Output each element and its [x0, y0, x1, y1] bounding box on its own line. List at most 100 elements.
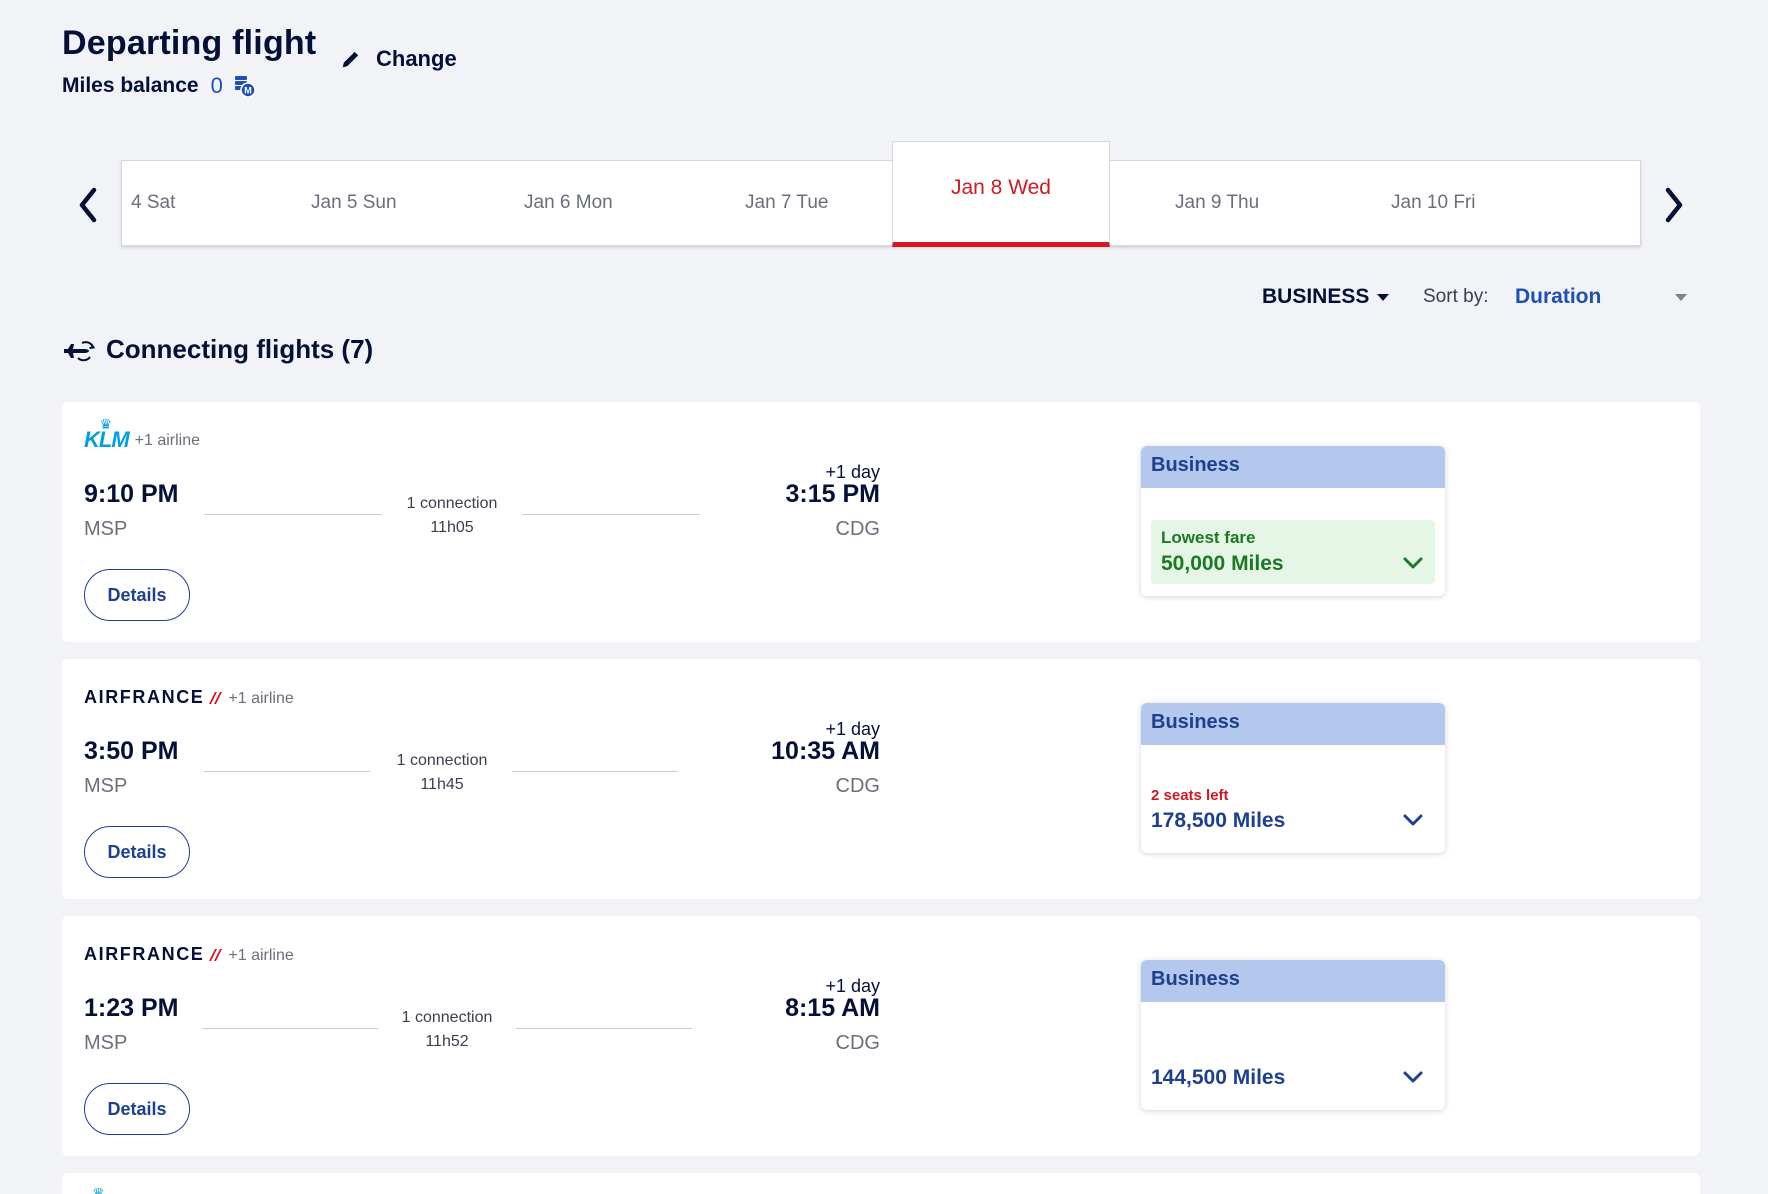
svg-text:M: M — [244, 86, 252, 96]
klm-logo: ♛ KLM — [84, 416, 130, 452]
plus-day: +1 day — [825, 462, 880, 482]
change-label: Change — [376, 46, 457, 71]
arrival-time: 3:15 PM — [785, 480, 880, 508]
fare-panel: 2 seats left 178,500 Miles — [1151, 777, 1435, 841]
plus-day: +1 day — [825, 719, 880, 739]
airline-info: ♛ KLM +1 airline — [84, 416, 201, 452]
route-line — [512, 771, 678, 772]
sort-select[interactable]: Duration — [1515, 285, 1687, 309]
miles-balance: Miles balance 0 M — [62, 73, 316, 99]
fare-panel: 144,500 Miles — [1151, 1034, 1435, 1098]
caret-down-icon — [1675, 293, 1687, 301]
connecting-plane-icon — [64, 340, 96, 361]
plus-day: +1 day — [825, 976, 880, 996]
departure-time: 1:23 PM — [84, 994, 179, 1022]
connection-count: 1 connection — [406, 495, 498, 512]
departure-airport: MSP — [84, 775, 128, 797]
change-search-button[interactable]: Change — [340, 46, 457, 72]
flight-duration: 11h52 — [425, 1033, 469, 1050]
flight-duration: 11h05 — [430, 519, 474, 536]
details-button[interactable]: Details — [84, 826, 190, 878]
arrival-airport: CDG — [835, 1032, 880, 1054]
arrival-time: 10:35 AM — [771, 737, 880, 765]
chevron-down-icon — [1403, 814, 1423, 826]
route-line — [516, 1028, 692, 1029]
connection-info: 1 connection 11h45 — [362, 749, 522, 797]
page-header: Departing flight Miles balance 0 M — [62, 24, 316, 99]
date-tab[interactable]: Jan 6 Mon — [524, 192, 613, 213]
miles-coin-icon: M — [234, 76, 256, 98]
details-button[interactable]: Details — [84, 569, 190, 621]
fare-class: Business — [1141, 446, 1445, 488]
arrival-info: +1 day 10:35 AM CDG — [622, 659, 880, 799]
airline-info: AIRFRANCE +1 airline — [84, 944, 294, 965]
lowest-fare-panel: Lowest fare 50,000 Miles — [1151, 520, 1435, 584]
chevron-left-icon[interactable] — [76, 186, 100, 224]
flight-card: ♛ KLM +1 airline 9:10 PM MSP 1 connectio… — [62, 402, 1700, 642]
seats-left-badge: 2 seats left — [1151, 787, 1229, 804]
miles-balance-label: Miles balance — [62, 74, 199, 97]
date-tab[interactable]: Jan 9 Thu — [1175, 192, 1260, 213]
sort-value: Duration — [1515, 285, 1602, 308]
date-tab[interactable]: Jan 5 Sun — [311, 192, 397, 213]
plus-airline: +1 airline — [134, 432, 201, 449]
fare-option[interactable]: Business 144,500 Miles — [1141, 960, 1445, 1110]
flight-card: ♛ — [62, 1173, 1700, 1194]
flight-duration: 11h45 — [420, 776, 464, 793]
fare-price: 144,500 Miles — [1151, 1066, 1286, 1089]
date-carousel: 4 Sat Jan 5 Sun Jan 6 Mon Jan 7 Tue Jan … — [121, 141, 1641, 247]
page-title: Departing flight — [62, 24, 317, 62]
date-tab[interactable]: 4 Sat — [131, 192, 176, 213]
arrival-info: +1 day 8:15 AM CDG — [622, 916, 880, 1056]
lowest-fare-badge: Lowest fare — [1161, 528, 1256, 547]
flight-card: AIRFRANCE +1 airline 1:23 PM MSP 1 conne… — [62, 916, 1700, 1156]
airfrance-stripe-icon — [209, 948, 223, 961]
plus-airline: +1 airline — [228, 947, 294, 964]
sort-label: Sort by: — [1423, 286, 1489, 307]
departure-airport: MSP — [84, 1032, 128, 1054]
section-title: Connecting flights (7) — [62, 334, 373, 365]
airline-info: AIRFRANCE +1 airline — [84, 687, 294, 708]
route-line — [202, 1028, 378, 1029]
date-tab[interactable]: Jan 10 Fri — [1391, 192, 1476, 213]
route-line — [522, 514, 700, 515]
details-button[interactable]: Details — [84, 1083, 190, 1135]
chevron-right-icon[interactable] — [1662, 186, 1686, 224]
connection-info: 1 connection 11h52 — [367, 1006, 527, 1054]
arrival-info: +1 day 3:15 PM CDG — [622, 402, 880, 542]
fare-class: Business — [1141, 960, 1445, 1002]
arrival-airport: CDG — [835, 518, 880, 540]
cabin-class-value: BUSINESS — [1262, 285, 1370, 308]
pencil-icon — [342, 51, 359, 68]
departure-airport: MSP — [84, 518, 128, 540]
date-tab[interactable]: Jan 7 Tue — [745, 192, 829, 213]
miles-balance-value: 0 — [210, 73, 223, 98]
connection-count: 1 connection — [401, 1009, 493, 1026]
connection-count: 1 connection — [396, 752, 488, 769]
departure-time: 3:50 PM — [84, 737, 179, 765]
chevron-down-icon — [1403, 1071, 1423, 1083]
arrival-time: 8:15 AM — [785, 994, 880, 1022]
departure-time: 9:10 PM — [84, 480, 179, 508]
plus-airline: +1 airline — [228, 690, 294, 707]
airfrance-logo: AIRFRANCE — [84, 687, 223, 708]
fare-class: Business — [1141, 703, 1445, 745]
fare-price: 178,500 Miles — [1151, 809, 1286, 832]
fare-option[interactable]: Business 2 seats left 178,500 Miles — [1141, 703, 1445, 853]
fare-price: 50,000 Miles — [1161, 552, 1284, 575]
date-tab-selected[interactable]: Jan 8 Wed — [892, 141, 1110, 247]
arrival-airport: CDG — [835, 775, 880, 797]
flight-card: AIRFRANCE +1 airline 3:50 PM MSP 1 conne… — [62, 659, 1700, 899]
cabin-class-select[interactable]: BUSINESS — [1262, 285, 1390, 309]
airfrance-stripe-icon — [209, 691, 223, 704]
fare-option[interactable]: Business Lowest fare 50,000 Miles — [1141, 446, 1445, 596]
airfrance-logo: AIRFRANCE — [84, 944, 223, 965]
section-title-text: Connecting flights (7) — [106, 334, 374, 364]
chevron-down-icon — [1403, 557, 1423, 569]
crown-icon: ♛ — [99, 416, 114, 432]
caret-down-icon — [1377, 293, 1390, 301]
route-line — [204, 771, 370, 772]
connection-info: 1 connection 11h05 — [372, 492, 532, 540]
route-line — [204, 514, 382, 515]
crown-icon: ♛ — [92, 1185, 105, 1194]
